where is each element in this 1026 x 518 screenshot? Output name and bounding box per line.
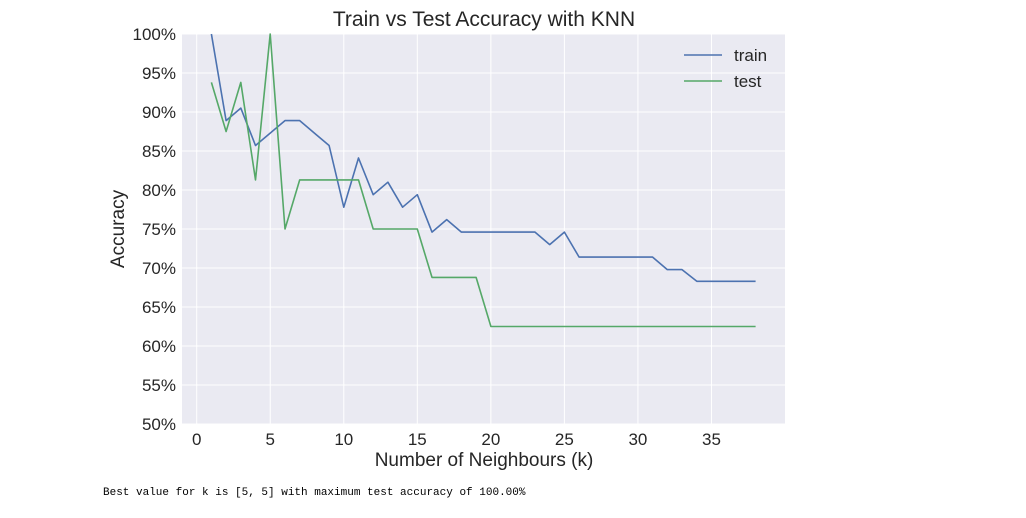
x-tick-label: 5 xyxy=(266,430,275,449)
series-line-test xyxy=(210,33,756,328)
y-tick-label: 70% xyxy=(142,259,176,278)
y-tick-label: 90% xyxy=(142,103,176,122)
y-tick-labels: 50% 55% 60% 65% 70% 75% 80% 85% 90% 95% 100% xyxy=(133,25,176,434)
x-tick-labels: 0 5 10 15 20 25 30 35 xyxy=(192,430,721,449)
x-tick-label: 20 xyxy=(481,430,500,449)
legend: train test xyxy=(684,46,767,91)
series-line-train xyxy=(210,33,756,283)
y-tick-label: 50% xyxy=(142,415,176,434)
y-tick-label: 80% xyxy=(142,181,176,200)
y-tick-label: 60% xyxy=(142,337,176,356)
y-tick-label: 55% xyxy=(142,376,176,395)
y-tick-label: 75% xyxy=(142,220,176,239)
x-axis-label: Number of Neighbours (k) xyxy=(375,450,594,471)
x-tick-label: 30 xyxy=(628,430,647,449)
x-tick-label: 15 xyxy=(408,430,427,449)
y-tick-label: 100% xyxy=(133,25,176,44)
y-axis-label: Accuracy xyxy=(108,189,129,268)
legend-label-test: test xyxy=(734,72,762,91)
y-tick-label: 85% xyxy=(142,142,176,161)
y-tick-label: 95% xyxy=(142,64,176,83)
x-tick-label: 35 xyxy=(702,430,721,449)
x-tick-label: 0 xyxy=(192,430,201,449)
series-lines xyxy=(210,33,756,328)
y-tick-label: 65% xyxy=(142,298,176,317)
chart-title: Train vs Test Accuracy with KNN xyxy=(333,8,635,31)
cell-output-text: Best value for k is [5, 5] with maximum … xyxy=(103,487,526,499)
x-tick-label: 25 xyxy=(555,430,574,449)
legend-label-train: train xyxy=(734,46,767,65)
x-tick-label: 10 xyxy=(334,430,353,449)
